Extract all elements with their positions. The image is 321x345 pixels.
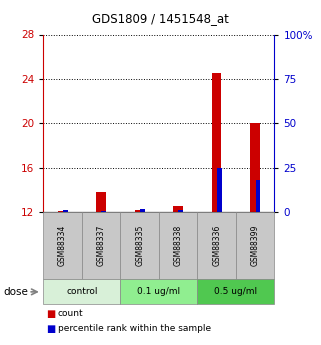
Text: control: control (66, 287, 98, 296)
Bar (217, 168, 222, 212)
Bar (250, 124, 260, 212)
Text: GSM88336: GSM88336 (212, 225, 221, 266)
Text: ■: ■ (47, 309, 56, 319)
Text: 0.1 ug/ml: 0.1 ug/ml (137, 287, 180, 296)
Text: GSM88335: GSM88335 (135, 225, 144, 266)
Text: ■: ■ (47, 324, 56, 334)
Text: GSM88334: GSM88334 (58, 225, 67, 266)
Text: GSM88399: GSM88399 (251, 225, 260, 266)
Text: GDS1809 / 1451548_at: GDS1809 / 1451548_at (92, 12, 229, 25)
Bar (58, 211, 67, 212)
Text: count: count (58, 309, 83, 318)
Bar (135, 210, 144, 212)
Text: 0.5 ug/ml: 0.5 ug/ml (214, 287, 257, 296)
Bar (63, 209, 68, 212)
Bar (212, 73, 221, 212)
Bar (101, 211, 106, 212)
Bar (256, 180, 260, 212)
Bar (96, 192, 106, 212)
Bar (178, 209, 183, 212)
Text: GSM88337: GSM88337 (97, 225, 106, 266)
Text: dose: dose (3, 287, 28, 297)
Text: GSM88338: GSM88338 (174, 225, 183, 266)
Bar (140, 209, 145, 212)
Text: percentile rank within the sample: percentile rank within the sample (58, 324, 211, 333)
Bar (173, 206, 183, 212)
